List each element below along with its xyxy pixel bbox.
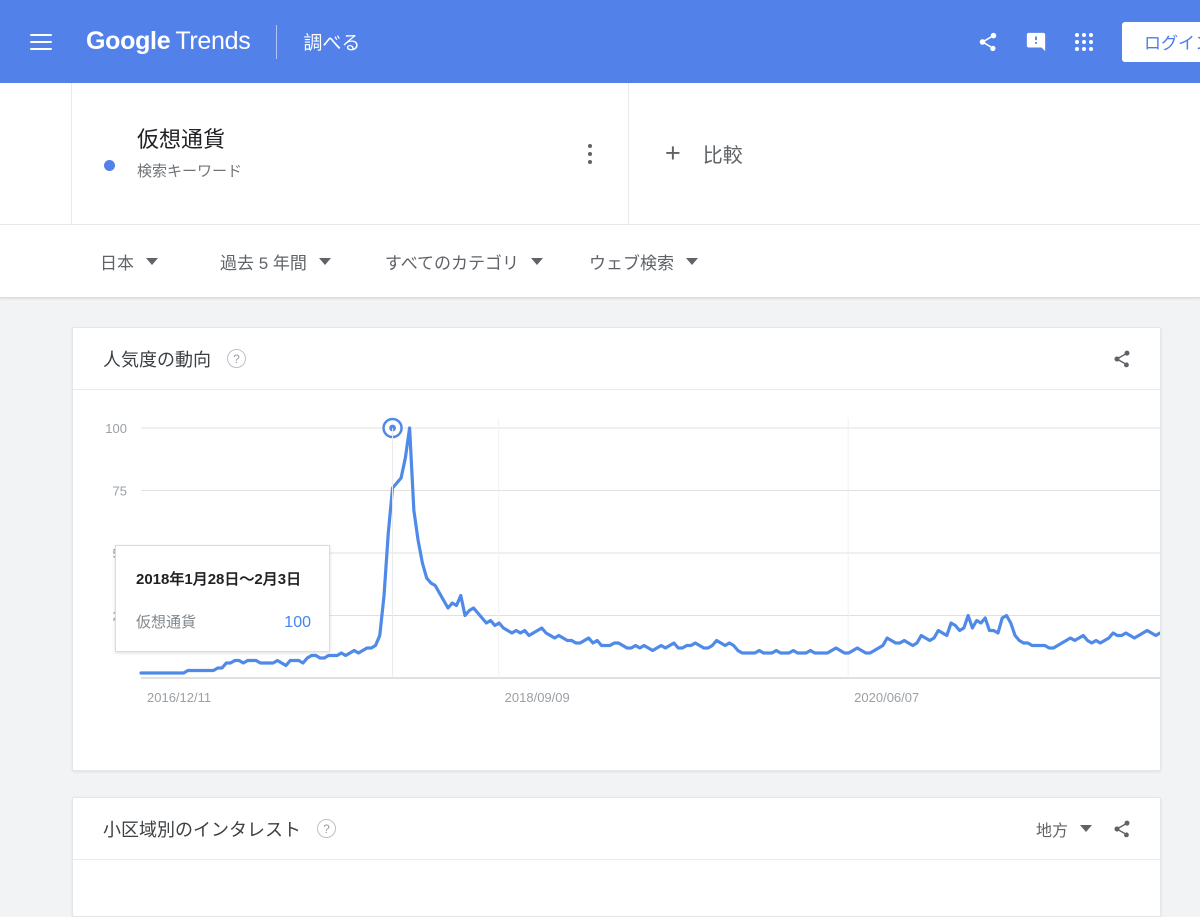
google-trends-logo[interactable]: Google Trends — [86, 27, 251, 56]
interest-card-actions — [1108, 345, 1136, 373]
filter-searchtype-label: ウェブ検索 — [589, 253, 675, 273]
hamburger-icon[interactable] — [30, 33, 52, 50]
svg-text:2016/12/11: 2016/12/11 — [147, 690, 211, 705]
app-header: Google Trends 調べる ログイン — [0, 0, 1200, 83]
tooltip-series-name: 仮想通貨 — [136, 614, 197, 631]
header-actions: ログイン — [964, 0, 1200, 83]
search-term-label: 仮想通貨 — [137, 127, 226, 153]
apps-grid-icon[interactable] — [1060, 18, 1108, 66]
chevron-down-icon — [1080, 825, 1092, 832]
login-button[interactable]: ログイン — [1122, 21, 1200, 62]
search-term-texts: 仮想通貨 検索キーワード — [137, 126, 242, 181]
series-color-dot — [104, 160, 115, 171]
filter-category[interactable]: すべてのカテゴリ — [384, 249, 544, 274]
filter-location[interactable]: 日本 — [100, 249, 158, 274]
region-scope-label: 地方 — [1035, 822, 1068, 840]
brand-google-text: Google — [86, 27, 171, 55]
svg-text:75: 75 — [113, 484, 127, 499]
filter-location-label: 日本 — [100, 253, 134, 273]
more-vert-icon[interactable] — [578, 136, 602, 172]
interest-card-header: 人気度の動向 ? — [73, 328, 1160, 390]
tooltip-date-range: 2018年1月28日〜2月3日 — [136, 571, 302, 588]
interest-by-subregion-card: 小区域別のインタレスト ? 地方 — [72, 797, 1161, 917]
filter-timerange-label: 過去 5 年間 — [220, 253, 307, 273]
nav-explore[interactable]: 調べる — [303, 33, 361, 54]
region-scope-dropdown[interactable]: 地方 — [1036, 817, 1092, 841]
page-title: 人気度の動向 — [103, 349, 211, 370]
tooltip-value: 100 — [284, 614, 311, 631]
region-card-actions: 地方 — [1036, 815, 1136, 843]
filter-timerange[interactable]: 過去 5 年間 — [220, 249, 331, 274]
search-term-card[interactable]: 仮想通貨 検索キーワード — [72, 83, 629, 224]
compare-label: 比較 — [702, 145, 743, 167]
filter-bar: 日本 過去 5 年間 すべてのカテゴリ ウェブ検索 — [0, 225, 1200, 298]
apps-grid-dots — [1075, 32, 1093, 51]
chevron-down-icon — [146, 257, 158, 265]
chevron-down-icon — [318, 257, 331, 265]
left-gutter — [0, 83, 72, 224]
chevron-down-icon — [531, 257, 544, 265]
share-icon[interactable] — [1108, 815, 1136, 843]
svg-text:2020/06/07: 2020/06/07 — [854, 690, 919, 705]
tooltip-value-row: 仮想通貨 100 — [136, 611, 311, 632]
chart-tooltip: 2018年1月28日〜2月3日 仮想通貨 100 — [115, 545, 330, 652]
filter-searchtype[interactable]: ウェブ検索 — [589, 249, 699, 274]
svg-text:100: 100 — [105, 421, 127, 436]
search-term-type: 検索キーワード — [137, 162, 243, 180]
help-icon[interactable]: ? — [317, 819, 336, 838]
chevron-down-icon — [686, 257, 699, 265]
brand-trends-text: Trends — [175, 27, 251, 55]
header-divider — [276, 24, 278, 59]
filter-category-label: すべてのカテゴリ — [384, 253, 520, 273]
region-card-header: 小区域別のインタレスト ? 地方 — [73, 798, 1160, 860]
help-icon[interactable]: ? — [227, 349, 246, 368]
region-card-title: 小区域別のインタレスト — [103, 819, 301, 840]
add-comparison-button[interactable]: + 比較 — [629, 83, 1200, 224]
feedback-icon[interactable] — [1012, 18, 1060, 66]
query-bar: 仮想通貨 検索キーワード + 比較 — [0, 83, 1200, 225]
svg-text:2018/09/09: 2018/09/09 — [505, 690, 570, 705]
share-icon[interactable] — [964, 18, 1012, 66]
plus-icon: + — [665, 138, 681, 168]
share-icon[interactable] — [1108, 345, 1136, 373]
